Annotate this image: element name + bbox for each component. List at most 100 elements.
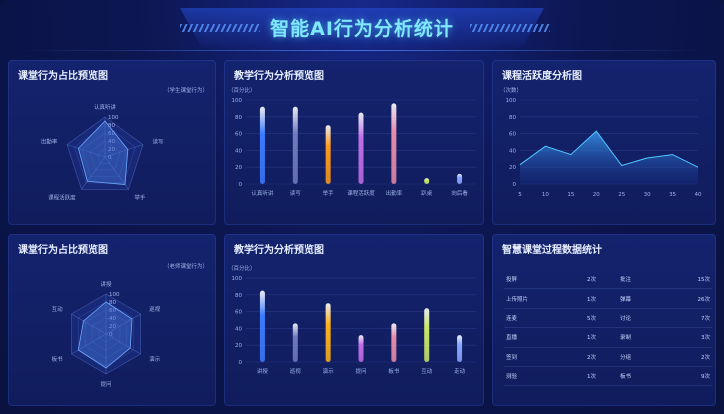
bar <box>325 303 331 362</box>
bar <box>424 178 430 184</box>
line-x-tick: 5 <box>518 192 522 198</box>
stat-label: 弹幕 <box>620 296 632 303</box>
line-x-tick: 25 <box>618 192 625 198</box>
bar <box>358 112 364 184</box>
panel-title: 课堂行为占比预览图 <box>18 71 108 82</box>
stat-cell: 测验 1次 <box>504 372 598 380</box>
radar-legend: （老师课堂行为） <box>164 262 208 270</box>
header-divider <box>20 50 704 51</box>
stats-table: 投屏 2次 批注 15次 上传照片 1次 弹幕 26次 连麦 5次 讨论 7次 直播 1次 录制 3次 签到 2次… <box>504 270 712 387</box>
bar-y-tick: 40 <box>235 148 242 154</box>
bar-y-tick: 60 <box>235 132 242 138</box>
line-x-tick: 35 <box>669 192 676 198</box>
radar-tick-label: 0 <box>108 155 112 161</box>
bar-y-tick: 40 <box>235 326 242 332</box>
stat-value: 3次 <box>701 335 710 342</box>
bar-y-tick: 0 <box>239 182 243 188</box>
table-row: 上传照片 1次 弹幕 26次 <box>504 289 712 309</box>
stat-cell: 弹幕 26次 <box>618 295 712 303</box>
stat-value: 2次 <box>587 354 596 361</box>
header-stripes-right <box>470 24 550 32</box>
radar-axis-label: 讲授 <box>100 280 112 288</box>
radar-legend: （学生课堂行为） <box>164 86 208 94</box>
line-area <box>520 131 698 184</box>
stat-label: 投屏 <box>506 277 518 284</box>
bar <box>391 103 397 184</box>
radar-axis-label: 板书 <box>52 355 64 363</box>
stat-cell: 直播 1次 <box>504 333 598 341</box>
stat-value: 9次 <box>701 374 710 381</box>
radar-tick-label: 80 <box>109 300 116 306</box>
radar-axis-line <box>71 313 107 335</box>
line-x-tick: 30 <box>644 192 651 198</box>
stat-cell: 分组 2次 <box>618 353 712 361</box>
bar <box>292 323 298 362</box>
radar-axis-label: 出勤率 <box>41 138 58 146</box>
line-series <box>519 130 699 168</box>
bar-y-tick: 100 <box>232 276 243 282</box>
radar-tick-label: 40 <box>109 316 116 322</box>
bar <box>325 125 331 184</box>
bar-x-label: 互动 <box>421 368 433 375</box>
bar-unit-label: （百分比） <box>228 86 256 94</box>
stat-value: 15次 <box>697 277 711 284</box>
panel-title: 教学行为分析预览图 <box>234 71 324 82</box>
bar <box>259 106 265 184</box>
bar-y-tick: 60 <box>235 310 242 316</box>
radar-tick-label: 40 <box>108 139 115 145</box>
bar-y-tick: 100 <box>232 98 243 104</box>
stat-value: 1次 <box>587 374 596 381</box>
line-y-tick: 0 <box>513 182 517 188</box>
line-y-tick: 80 <box>509 115 516 121</box>
header: 智能AI行为分析统计 <box>0 0 724 54</box>
bar-y-tick: 20 <box>235 343 242 349</box>
radar-axis-line <box>105 333 141 355</box>
line-x-tick: 20 <box>593 192 600 198</box>
bar-x-label: 课程活跃度 <box>347 189 375 197</box>
panel-title: 智慧课堂过程数据统计 <box>502 245 602 256</box>
bar-x-label: 提问 <box>355 367 366 375</box>
radar-axis-line <box>66 144 106 158</box>
table-row: 测验 1次 板书 9次 <box>504 367 712 387</box>
line-chart-activity: （次数） 0 20 40 60 80 100 5 10 15 20 25 30 35 40 <box>500 86 702 198</box>
bar <box>391 323 397 362</box>
stat-label: 签到 <box>506 354 518 361</box>
panel-title: 教学行为分析预览图 <box>234 245 324 256</box>
bar-panel-teacher: 教学行为分析预览图 （百分比） 0 20 40 60 80 100 讲授 巡视 演示 提问 板书 互动 走… <box>224 234 484 406</box>
bar-y-tick: 80 <box>235 293 242 299</box>
table-row: 直播 1次 录制 3次 <box>504 328 712 348</box>
stat-value: 1次 <box>587 296 596 303</box>
bar-x-label: 举手 <box>323 189 335 197</box>
radar-tick-label: 20 <box>109 324 116 330</box>
line-y-tick: 20 <box>509 165 516 171</box>
bar-x-label: 认真听讲 <box>251 189 274 197</box>
stat-label: 讨论 <box>620 315 632 322</box>
radar-tick-label: 60 <box>109 308 116 314</box>
bar <box>259 290 265 362</box>
line-y-tick: 60 <box>509 132 516 138</box>
radar-axis-label: 课程活跃度 <box>48 193 76 201</box>
bar-panel-student: 教学行为分析预览图 （百分比） 0 20 40 60 80 100 认真听讲 读写 举手 课程活跃度… <box>224 60 484 225</box>
radar-axis-label: 提问 <box>100 380 111 388</box>
line-x-tick: 40 <box>695 192 702 198</box>
bar-y-tick: 20 <box>235 165 242 171</box>
stat-value: 1次 <box>587 335 596 342</box>
line-y-tick: 100 <box>506 98 517 104</box>
radar-tick-label: 60 <box>108 131 115 137</box>
bar-chart-student: （百分比） 0 20 40 60 80 100 认真听讲 读写 举手 课程活跃度 出勤率 趴桌 向后看 <box>228 86 476 197</box>
radar-tick-label: 20 <box>108 147 115 153</box>
table-row: 投屏 2次 批注 15次 <box>504 270 712 290</box>
stat-cell: 板书 9次 <box>618 372 712 380</box>
radar-axis-line <box>104 156 129 190</box>
bar-unit-label: （百分比） <box>228 264 256 272</box>
stat-value: 5次 <box>587 315 596 322</box>
header-stripes-left <box>180 24 260 32</box>
table-row: 签到 2次 分组 2次 <box>504 348 712 367</box>
stat-value: 26次 <box>697 296 711 303</box>
radar-axis-label: 演示 <box>149 355 161 363</box>
page-title: 智能AI行为分析统计 <box>270 18 454 40</box>
stats-panel: 智慧课堂过程数据统计 投屏 2次 批注 15次 上传照片 1次 弹幕 26次 连麦 5次 讨论 7次直… <box>492 234 716 406</box>
